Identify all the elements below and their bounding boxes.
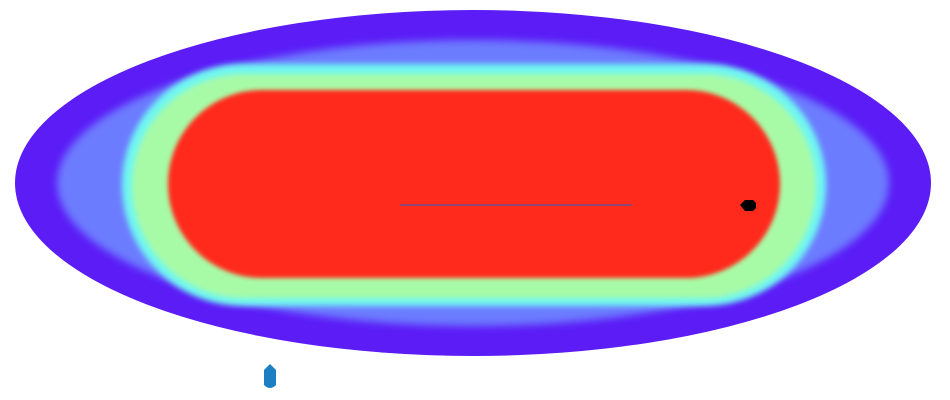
core-zone [168, 90, 780, 278]
blue-pin-marker-icon[interactable] [264, 364, 276, 388]
black-blob-marker-icon[interactable] [740, 200, 756, 211]
